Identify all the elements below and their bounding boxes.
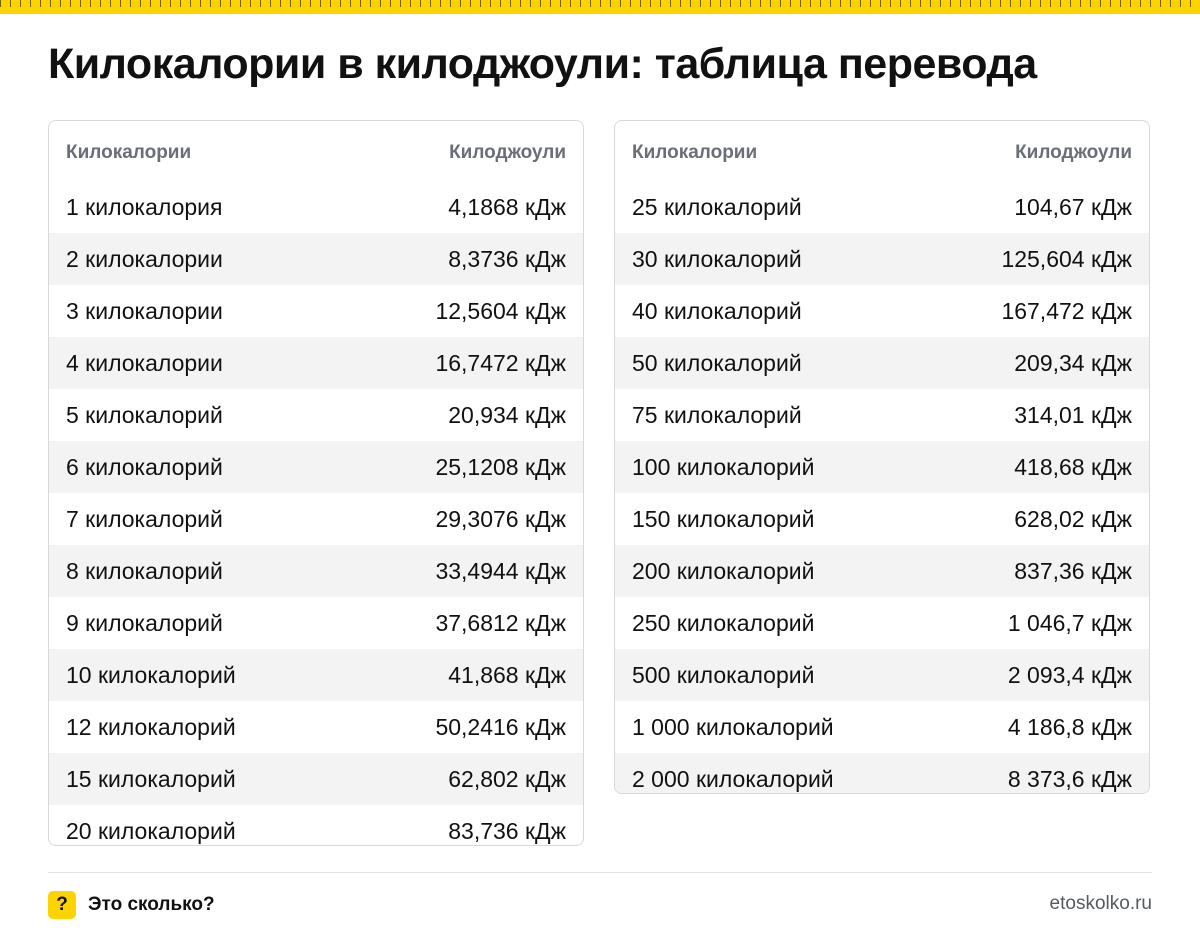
kcal-cell: 2 000 килокалорий — [632, 765, 834, 792]
header-kcal: Килокалории — [66, 142, 192, 163]
kcal-cell: 75 килокалорий — [632, 401, 802, 428]
kcal-cell: 20 килокалорий — [66, 817, 236, 844]
table-row: 1 000 килокалорий 4 186,8 кДж — [615, 701, 1149, 753]
kj-cell: 418,68 кДж — [1014, 453, 1132, 480]
kcal-cell: 1 килокалория — [66, 193, 223, 220]
ruler-top-bar — [0, 0, 1200, 14]
kcal-cell: 40 килокалорий — [632, 297, 802, 324]
table-row: 500 килокалорий 2 093,4 кДж — [615, 649, 1149, 701]
kcal-cell: 15 килокалорий — [66, 765, 236, 792]
kcal-cell: 2 килокалории — [66, 245, 223, 272]
kj-cell: 25,1208 кДж — [435, 453, 566, 480]
kj-cell: 50,2416 кДж — [435, 713, 566, 740]
table-row: 200 килокалорий 837,36 кДж — [615, 545, 1149, 597]
kcal-cell: 9 килокалорий — [66, 609, 223, 636]
kj-cell: 16,7472 кДж — [435, 349, 566, 376]
kcal-cell: 30 килокалорий — [632, 245, 802, 272]
kcal-cell: 8 килокалорий — [66, 557, 223, 584]
kcal-cell: 50 килокалорий — [632, 349, 802, 376]
kj-cell: 104,67 кДж — [1014, 193, 1132, 220]
kj-cell: 37,6812 кДж — [435, 609, 566, 636]
question-mark-icon: ? — [48, 891, 76, 919]
kcal-cell: 500 килокалорий — [632, 661, 815, 688]
kj-cell: 4,1868 кДж — [448, 193, 566, 220]
conversion-table-right: Килокалории Килоджоули 25 килокалорий 104… — [614, 120, 1150, 794]
site-url[interactable]: etoskolko.ru — [1049, 893, 1152, 914]
table-row: 30 килокалорий 125,604 кДж — [615, 233, 1149, 285]
kj-cell: 20,934 кДж — [448, 401, 566, 428]
kj-cell: 167,472 кДж — [1001, 297, 1132, 324]
footer-brand[interactable]: ? Это сколько? — [48, 891, 215, 919]
kj-cell: 8,3736 кДж — [448, 245, 566, 272]
table-row: 40 килокалорий 167,472 кДж — [615, 285, 1149, 337]
table-row: 3 килокалории 12,5604 кДж — [49, 285, 583, 337]
header-kcal: Килокалории — [632, 142, 758, 163]
table-row: 100 килокалорий 418,68 кДж — [615, 441, 1149, 493]
header-kj: Килоджоули — [449, 142, 566, 163]
footer-divider — [48, 872, 1152, 873]
table-row: 1 килокалория 4,1868 кДж — [49, 181, 583, 233]
table-header: Килокалории Килоджоули — [615, 121, 1149, 181]
header-kj: Килоджоули — [1015, 142, 1132, 163]
table-row: 2 000 килокалорий 8 373,6 кДж — [615, 753, 1149, 793]
table-row: 6 килокалорий 25,1208 кДж — [49, 441, 583, 493]
kcal-cell: 1 000 килокалорий — [632, 713, 834, 740]
brand-name: Это сколько? — [88, 894, 215, 915]
table-row: 8 килокалорий 33,4944 кДж — [49, 545, 583, 597]
table-row: 2 килокалории 8,3736 кДж — [49, 233, 583, 285]
table-row: 5 килокалорий 20,934 кДж — [49, 389, 583, 441]
table-row: 75 килокалорий 314,01 кДж — [615, 389, 1149, 441]
kj-cell: 83,736 кДж — [448, 817, 566, 844]
kj-cell: 33,4944 кДж — [435, 557, 566, 584]
table-row: 20 килокалорий 83,736 кДж — [49, 805, 583, 845]
kcal-cell: 12 килокалорий — [66, 713, 236, 740]
kj-cell: 314,01 кДж — [1014, 401, 1132, 428]
page-title: Килокалории в килоджоули: таблица перево… — [48, 40, 1037, 88]
kj-cell: 628,02 кДж — [1014, 505, 1132, 532]
table-row: 10 килокалорий 41,868 кДж — [49, 649, 583, 701]
kcal-cell: 150 килокалорий — [632, 505, 815, 532]
table-row: 15 килокалорий 62,802 кДж — [49, 753, 583, 805]
table-row: 25 килокалорий 104,67 кДж — [615, 181, 1149, 233]
kj-cell: 41,868 кДж — [448, 661, 566, 688]
table-rows: 25 килокалорий 104,67 кДж 30 килокалорий 1… — [615, 181, 1149, 793]
table-row: 50 килокалорий 209,34 кДж — [615, 337, 1149, 389]
table-rows: 1 килокалория 4,1868 кДж 2 килокалории 8,3… — [49, 181, 583, 845]
table-header: Килокалории Килоджоули — [49, 121, 583, 181]
kcal-cell: 200 килокалорий — [632, 557, 815, 584]
kj-cell: 1 046,7 кДж — [1007, 609, 1132, 636]
kcal-cell: 4 килокалории — [66, 349, 223, 376]
table-row: 9 килокалорий 37,6812 кДж — [49, 597, 583, 649]
kj-cell: 837,36 кДж — [1014, 557, 1132, 584]
table-row: 150 килокалорий 628,02 кДж — [615, 493, 1149, 545]
table-row: 12 килокалорий 50,2416 кДж — [49, 701, 583, 753]
kj-cell: 29,3076 кДж — [435, 505, 566, 532]
kcal-cell: 7 килокалорий — [66, 505, 223, 532]
kj-cell: 2 093,4 кДж — [1007, 661, 1132, 688]
kj-cell: 125,604 кДж — [1001, 245, 1132, 272]
kj-cell: 62,802 кДж — [448, 765, 566, 792]
kcal-cell: 250 килокалорий — [632, 609, 815, 636]
kcal-cell: 5 килокалорий — [66, 401, 223, 428]
kcal-cell: 25 килокалорий — [632, 193, 802, 220]
kcal-cell: 3 килокалории — [66, 297, 223, 324]
kcal-cell: 100 килокалорий — [632, 453, 815, 480]
table-row: 4 килокалории 16,7472 кДж — [49, 337, 583, 389]
table-row: 250 килокалорий 1 046,7 кДж — [615, 597, 1149, 649]
kcal-cell: 10 килокалорий — [66, 661, 236, 688]
kj-cell: 12,5604 кДж — [435, 297, 566, 324]
kj-cell: 209,34 кДж — [1014, 349, 1132, 376]
kj-cell: 4 186,8 кДж — [1007, 713, 1132, 740]
conversion-table-left: Килокалории Килоджоули 1 килокалория 4,18… — [48, 120, 584, 846]
table-row: 7 килокалорий 29,3076 кДж — [49, 493, 583, 545]
kcal-cell: 6 килокалорий — [66, 453, 223, 480]
kj-cell: 8 373,6 кДж — [1007, 765, 1132, 792]
